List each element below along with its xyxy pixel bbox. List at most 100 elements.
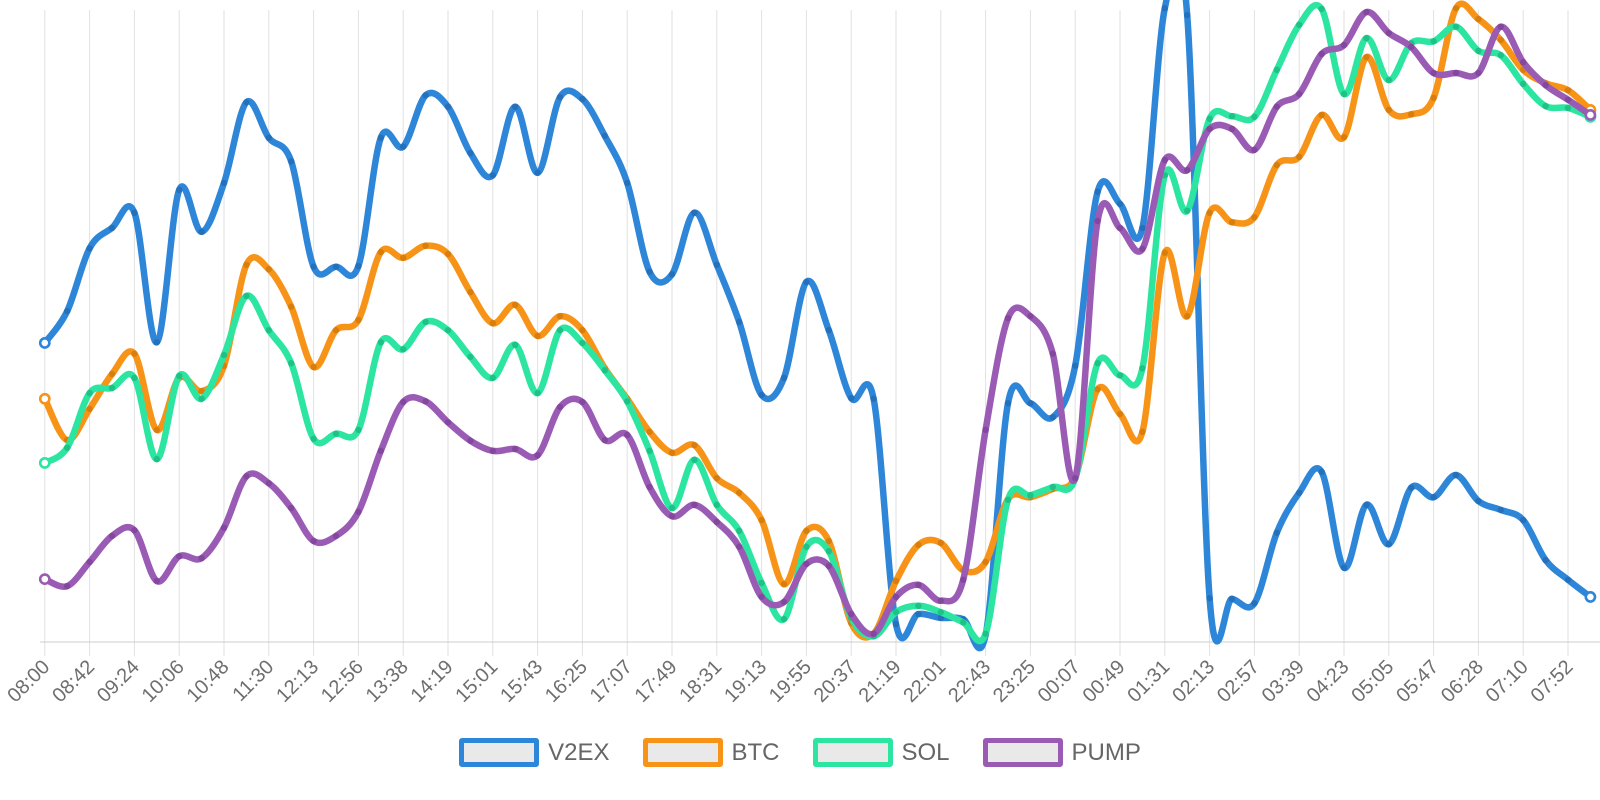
data-point-v2ex[interactable] bbox=[1340, 564, 1348, 571]
data-point-btc[interactable] bbox=[982, 558, 989, 566]
data-point-sol[interactable] bbox=[601, 367, 608, 374]
data-point-v2ex[interactable] bbox=[377, 134, 384, 142]
data-point-btc[interactable] bbox=[1206, 209, 1213, 216]
data-point-v2ex[interactable] bbox=[1564, 576, 1572, 583]
data-point-btc[interactable] bbox=[1273, 161, 1281, 169]
data-point-pump[interactable] bbox=[937, 597, 944, 604]
data-point-pump[interactable] bbox=[803, 560, 810, 568]
data-point-btc[interactable] bbox=[355, 316, 362, 324]
data-point-sol[interactable] bbox=[624, 398, 631, 405]
data-point-btc[interactable] bbox=[892, 577, 900, 585]
data-point-btc[interactable] bbox=[1094, 386, 1101, 393]
legend-item-v2ex[interactable]: V2EX bbox=[459, 738, 610, 767]
data-point-pump[interactable] bbox=[444, 419, 452, 426]
data-point-btc[interactable] bbox=[332, 327, 340, 334]
data-point-v2ex[interactable] bbox=[937, 614, 944, 622]
data-point-sol[interactable] bbox=[1228, 113, 1236, 120]
data-point-pump[interactable] bbox=[512, 445, 519, 453]
data-point-pump[interactable] bbox=[1184, 166, 1191, 174]
data-point-btc[interactable] bbox=[915, 541, 922, 549]
data-point-pump[interactable] bbox=[153, 577, 160, 585]
data-point-v2ex[interactable] bbox=[579, 95, 586, 103]
data-point-sol[interactable] bbox=[355, 426, 362, 434]
data-point-btc[interactable] bbox=[937, 539, 944, 547]
data-point-v2ex[interactable] bbox=[1228, 595, 1236, 603]
data-point-v2ex[interactable] bbox=[713, 261, 720, 269]
data-point-btc[interactable] bbox=[1161, 249, 1169, 256]
data-point-btc[interactable] bbox=[489, 320, 496, 327]
data-point-v2ex[interactable] bbox=[1116, 200, 1124, 208]
data-point-pump[interactable] bbox=[489, 447, 496, 455]
data-point-btc[interactable] bbox=[780, 581, 788, 588]
data-point-v2ex[interactable] bbox=[444, 103, 452, 110]
data-point-sol[interactable] bbox=[960, 619, 967, 626]
data-point-btc[interactable] bbox=[1430, 94, 1437, 102]
data-point-sol[interactable] bbox=[1497, 52, 1505, 59]
data-point-sol[interactable] bbox=[1139, 365, 1146, 372]
data-point-btc[interactable] bbox=[400, 254, 407, 262]
data-point-sol[interactable] bbox=[108, 384, 116, 392]
data-point-pump[interactable] bbox=[1228, 125, 1236, 133]
data-point-v2ex[interactable] bbox=[1072, 362, 1079, 369]
data-point-btc[interactable] bbox=[377, 248, 384, 256]
data-point-pump[interactable] bbox=[1497, 23, 1505, 30]
data-point-pump[interactable] bbox=[691, 501, 698, 509]
data-point-btc[interactable] bbox=[1184, 313, 1191, 320]
data-point-sol[interactable] bbox=[1049, 483, 1057, 491]
data-point-pump[interactable] bbox=[1139, 245, 1146, 253]
data-point-sol[interactable] bbox=[400, 346, 407, 353]
data-point-sol[interactable] bbox=[1296, 21, 1303, 28]
data-point-v2ex[interactable] bbox=[86, 245, 93, 252]
data-point-btc[interactable] bbox=[467, 288, 474, 296]
data-point-v2ex[interactable] bbox=[176, 186, 183, 194]
data-point-v2ex[interactable] bbox=[220, 179, 228, 187]
data-point-pump[interactable] bbox=[848, 610, 855, 618]
data-point-sol[interactable] bbox=[131, 374, 138, 382]
data-point-v2ex[interactable] bbox=[915, 610, 922, 618]
data-point-v2ex[interactable] bbox=[1452, 471, 1460, 479]
data-point-sol[interactable] bbox=[444, 327, 452, 334]
data-point-sol[interactable] bbox=[803, 543, 810, 550]
data-point-pump[interactable] bbox=[534, 452, 541, 459]
data-point-pump[interactable] bbox=[960, 576, 967, 583]
data-point-sol[interactable] bbox=[86, 389, 93, 397]
data-point-pump[interactable] bbox=[1385, 29, 1393, 37]
data-point-sol[interactable] bbox=[736, 527, 743, 535]
data-point-pump[interactable] bbox=[1542, 81, 1549, 89]
data-point-sol[interactable] bbox=[220, 351, 228, 359]
data-point-pump[interactable] bbox=[1161, 156, 1169, 164]
data-point-v2ex[interactable] bbox=[63, 307, 71, 315]
data-point-v2ex[interactable] bbox=[310, 263, 317, 270]
data-point-sol[interactable] bbox=[1251, 113, 1258, 121]
data-point-pump[interactable] bbox=[243, 473, 250, 480]
data-point-v2ex[interactable] bbox=[892, 621, 900, 628]
data-point-sol[interactable] bbox=[780, 615, 788, 623]
data-point-pump[interactable] bbox=[355, 508, 362, 516]
data-point-pump[interactable] bbox=[892, 593, 900, 601]
data-point-pump[interactable] bbox=[86, 558, 93, 566]
data-point-btc[interactable] bbox=[1251, 213, 1258, 221]
data-point-sol[interactable] bbox=[556, 327, 564, 334]
data-point-sol[interactable] bbox=[579, 339, 586, 347]
data-point-v2ex[interactable] bbox=[265, 134, 272, 142]
data-point-sol[interactable] bbox=[1094, 360, 1101, 367]
data-point-pump[interactable] bbox=[982, 426, 989, 434]
data-point-sol[interactable] bbox=[1004, 496, 1012, 503]
data-point-pump[interactable] bbox=[1296, 90, 1303, 98]
data-point-pump[interactable] bbox=[1004, 314, 1012, 322]
data-point-sol[interactable] bbox=[691, 456, 698, 463]
data-point-v2ex[interactable] bbox=[668, 271, 676, 278]
data-point-pump[interactable] bbox=[736, 543, 743, 550]
data-point-sol[interactable] bbox=[937, 608, 944, 616]
data-point-pump[interactable] bbox=[1408, 43, 1415, 51]
data-point-btc[interactable] bbox=[1452, 5, 1460, 12]
data-point-pump[interactable] bbox=[1318, 50, 1325, 58]
data-point-btc[interactable] bbox=[1116, 410, 1124, 418]
data-point-sol[interactable] bbox=[1340, 90, 1348, 98]
data-point-sol[interactable] bbox=[310, 435, 317, 442]
data-point-sol[interactable] bbox=[982, 630, 989, 637]
data-point-pump[interactable] bbox=[1430, 69, 1437, 77]
data-point-sol[interactable] bbox=[825, 547, 832, 555]
data-point-sol[interactable] bbox=[668, 504, 676, 512]
data-point-sol[interactable] bbox=[1363, 34, 1370, 42]
